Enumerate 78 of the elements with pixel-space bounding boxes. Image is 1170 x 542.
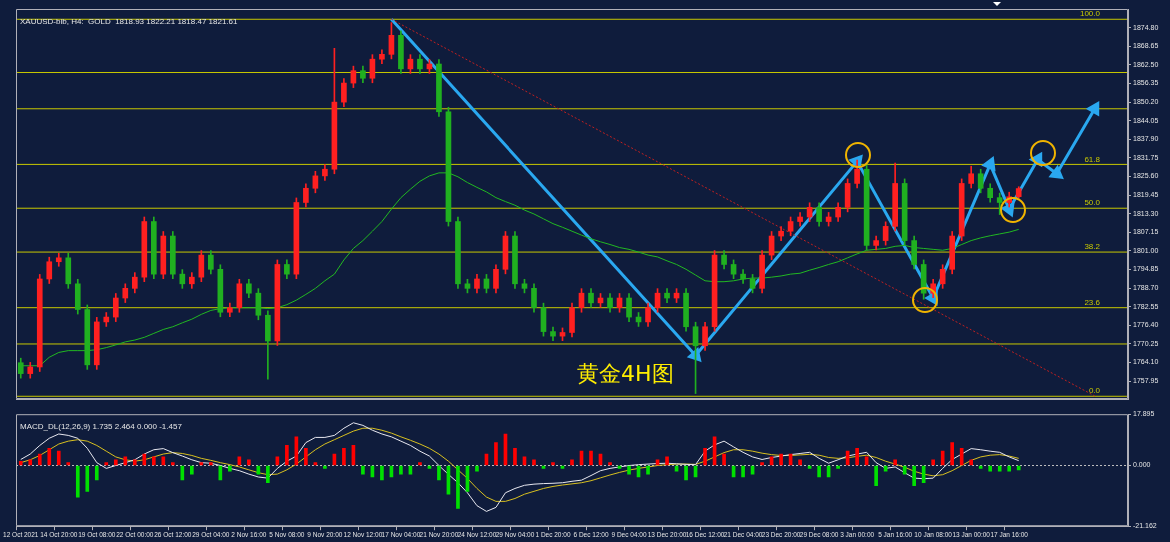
bar [950, 442, 954, 466]
bar [266, 465, 270, 484]
annotation: 100.0 [1079, 9, 1101, 19]
bar [551, 462, 555, 466]
bar [627, 465, 631, 475]
bar [94, 465, 99, 481]
bar [969, 459, 974, 466]
point [982, 157, 996, 171]
bar [959, 447, 964, 466]
bar [56, 450, 61, 466]
bar [646, 465, 650, 475]
bar [1007, 465, 1012, 472]
annotation: 50.0 [1084, 198, 1101, 208]
point [1049, 166, 1064, 179]
bar [75, 465, 80, 498]
text: MACD_DL(12,26,9) 1.735 2.464 0.000 -1.457 [20, 422, 183, 432]
annotation: 23.6 [1084, 297, 1101, 307]
bar [608, 462, 612, 466]
bar [570, 459, 574, 466]
bar [978, 465, 983, 469]
bar [817, 465, 821, 478]
bar [161, 456, 166, 466]
bar [855, 447, 859, 466]
annotation: 61.8 [1084, 154, 1101, 164]
bar [874, 465, 878, 486]
bar [779, 453, 783, 466]
bar [703, 447, 707, 466]
bar [170, 462, 175, 466]
bar [988, 465, 993, 472]
bar [589, 450, 593, 466]
bar [113, 459, 118, 466]
bar [665, 456, 669, 466]
bar [912, 465, 916, 486]
bar [132, 459, 137, 466]
bar [836, 465, 840, 469]
bar [123, 456, 128, 466]
annotation: 38.2 [1084, 242, 1101, 252]
bar [228, 465, 232, 472]
annotation: 黄金4H图 [577, 361, 674, 386]
bar [684, 465, 688, 481]
bar [722, 453, 726, 466]
bar [142, 453, 147, 466]
bar [28, 459, 33, 466]
bar [180, 465, 185, 481]
point [1087, 102, 1100, 116]
bar [380, 465, 384, 481]
bar [494, 442, 498, 466]
bar [1016, 465, 1021, 471]
bar [437, 465, 441, 481]
annotation: 0.0 [1088, 386, 1101, 396]
bar [342, 447, 346, 466]
bar [931, 459, 935, 466]
bar [399, 465, 403, 475]
bar [475, 465, 479, 472]
bar [285, 445, 289, 466]
bar [456, 465, 460, 509]
bar [798, 459, 802, 466]
bar [361, 465, 365, 475]
bar [418, 462, 422, 466]
bar [893, 459, 897, 466]
bar [532, 459, 536, 466]
bar [304, 447, 308, 466]
bar [47, 447, 52, 466]
bar [18, 460, 23, 466]
bar [85, 465, 90, 492]
bar [104, 462, 109, 466]
bar [190, 465, 194, 475]
bar [66, 462, 71, 466]
bar [151, 456, 156, 466]
bar [37, 453, 42, 466]
bar [323, 465, 327, 469]
bar [247, 459, 251, 466]
bar [209, 462, 213, 466]
bar [760, 462, 764, 466]
bar [513, 447, 517, 466]
bar [741, 465, 745, 478]
text: XAUUSD-bib, H4: GOLD 1818.93 1822.21 1818.47 1821.61 [20, 17, 239, 27]
bar [997, 465, 1002, 472]
